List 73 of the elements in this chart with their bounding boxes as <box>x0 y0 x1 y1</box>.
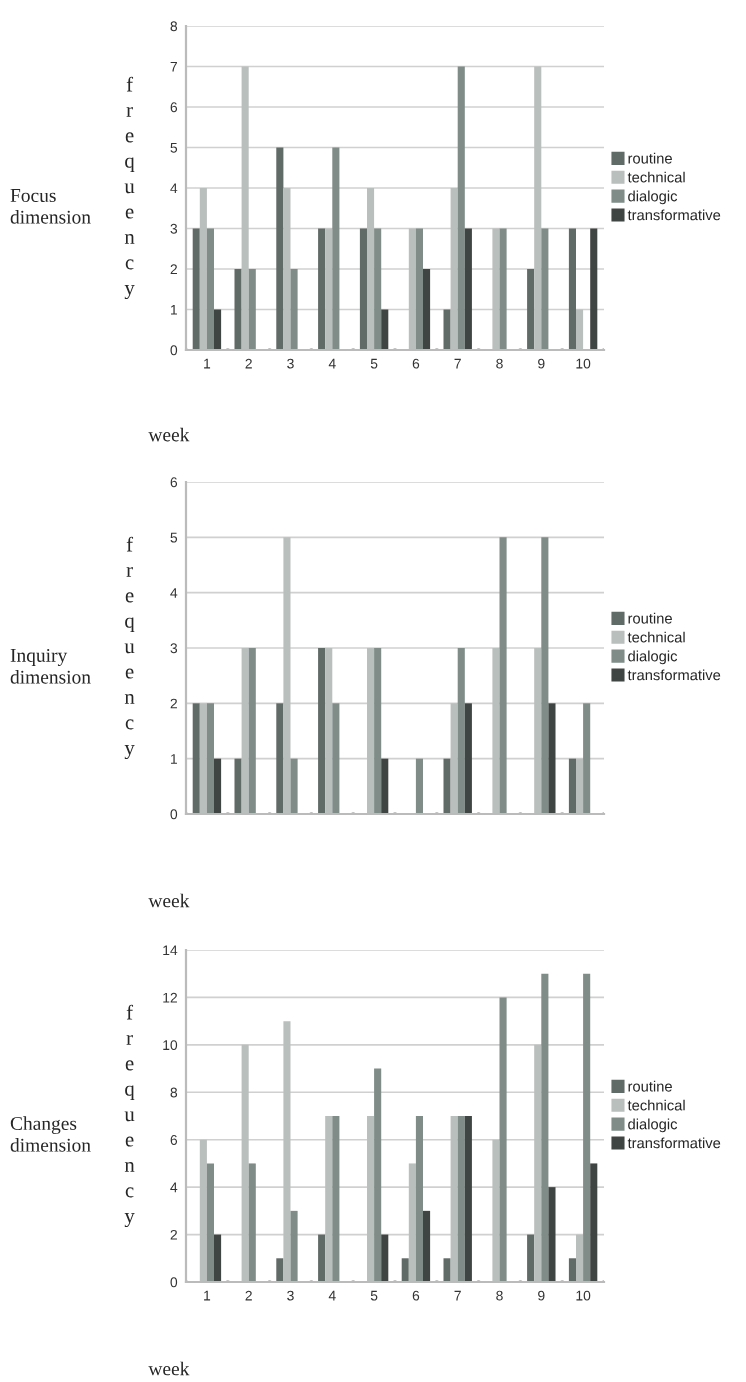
bar <box>415 758 424 814</box>
bar <box>332 1116 340 1282</box>
bar <box>374 648 382 814</box>
text: frequency <box>124 1004 135 1228</box>
bar <box>583 973 591 1282</box>
bar <box>248 648 256 814</box>
bar <box>381 1234 389 1282</box>
x-axis-title: week <box>148 427 190 442</box>
bar <box>192 703 200 814</box>
bar <box>318 648 326 814</box>
bar <box>590 1163 598 1282</box>
bar <box>568 228 576 350</box>
bar <box>443 309 451 350</box>
bar <box>590 228 598 350</box>
bar <box>290 1210 298 1282</box>
bar <box>381 758 389 814</box>
bar <box>464 228 472 350</box>
bar <box>415 1116 424 1282</box>
bar <box>464 1116 472 1282</box>
bar <box>499 228 507 350</box>
x-axis-title: week <box>148 1361 190 1376</box>
x-axis-title: week <box>148 893 190 908</box>
bar <box>332 703 340 814</box>
bar <box>290 269 298 350</box>
bar <box>457 648 465 814</box>
bar <box>318 1234 326 1282</box>
bar <box>457 1116 465 1282</box>
bar <box>318 228 326 350</box>
bar <box>423 1210 431 1282</box>
bar <box>568 758 576 814</box>
bar <box>234 269 242 350</box>
bar <box>374 1068 382 1282</box>
bar <box>214 309 222 350</box>
bar <box>464 703 472 814</box>
bar <box>457 66 465 350</box>
bar <box>248 269 256 350</box>
bar <box>206 1163 215 1282</box>
bar <box>290 758 298 814</box>
text: Inquiry dimension <box>10 648 91 684</box>
bar <box>443 1258 451 1282</box>
bar <box>443 758 451 814</box>
bar <box>415 228 424 350</box>
bar <box>423 269 431 350</box>
bar <box>234 758 242 814</box>
bar <box>541 537 549 814</box>
bar <box>276 147 284 350</box>
bar <box>214 1234 222 1282</box>
bar <box>541 228 549 350</box>
bar <box>499 997 507 1282</box>
bar <box>527 269 535 350</box>
bar <box>401 1258 409 1282</box>
bar <box>206 228 215 350</box>
bar <box>583 703 591 814</box>
text: Changes dimension <box>10 1116 91 1152</box>
text: Focus dimension <box>10 189 91 224</box>
bar <box>548 703 556 814</box>
bar <box>248 1163 256 1282</box>
bar <box>359 228 367 350</box>
bar <box>527 1234 535 1282</box>
bar <box>499 537 507 814</box>
bar <box>548 1187 556 1282</box>
bar <box>381 309 389 350</box>
bar <box>276 1258 284 1282</box>
text: frequency <box>124 536 135 760</box>
bar <box>568 1258 576 1282</box>
text: frequency <box>124 76 135 300</box>
bar <box>374 228 382 350</box>
bar <box>206 703 215 814</box>
bar <box>276 703 284 814</box>
bar <box>192 228 200 350</box>
bar <box>541 973 549 1282</box>
bar <box>332 147 340 350</box>
bar <box>214 758 222 814</box>
